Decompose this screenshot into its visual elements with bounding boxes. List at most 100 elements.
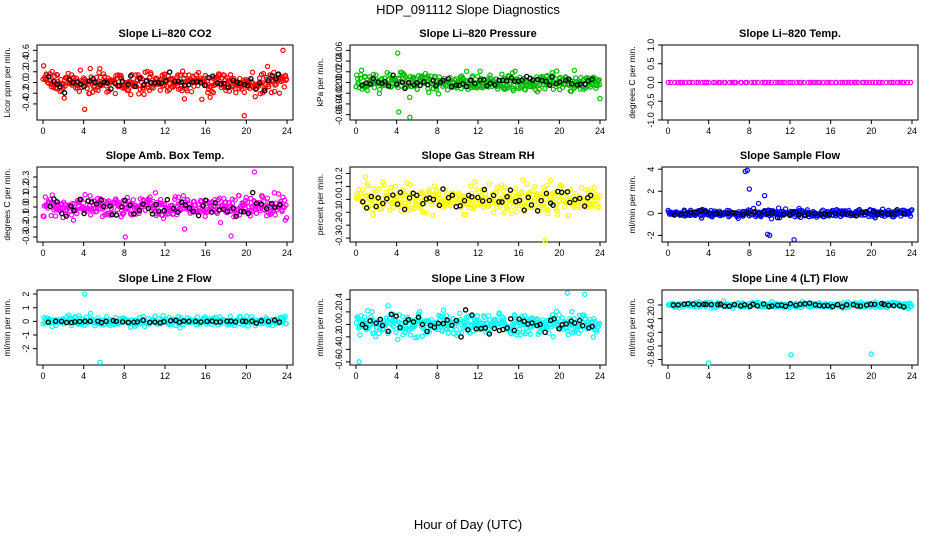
data-point <box>438 313 445 320</box>
data-point <box>365 183 371 189</box>
data-point-reference <box>469 312 475 318</box>
data-point <box>87 310 94 317</box>
data-point <box>378 206 385 212</box>
data-point-reference <box>529 320 535 326</box>
data-point-reference <box>457 203 463 209</box>
data-point-outlier <box>582 291 588 298</box>
data-point <box>361 314 368 320</box>
data-point-reference <box>487 80 494 86</box>
data-point <box>509 327 515 334</box>
x-tick-label: 20 <box>241 248 251 258</box>
data-point <box>151 206 157 212</box>
data-point-reference <box>119 204 125 210</box>
data-point <box>520 192 526 199</box>
data-point <box>272 212 278 218</box>
data-point <box>532 198 538 205</box>
data-point-reference <box>682 211 689 217</box>
data-point-reference <box>894 207 900 213</box>
data-point <box>252 93 258 100</box>
data-point <box>848 79 854 86</box>
data-point-reference <box>568 80 575 87</box>
data-point-reference <box>155 80 162 86</box>
data-point-reference <box>430 196 437 203</box>
y-tick-label: -0.8 <box>646 352 656 368</box>
data-point <box>698 215 705 221</box>
data-point <box>419 333 425 339</box>
data-point <box>435 91 442 97</box>
data-point <box>475 202 481 209</box>
x-tick-label: 0 <box>40 126 45 136</box>
data-point-reference <box>122 197 128 203</box>
plot-frame <box>661 166 919 243</box>
data-point <box>283 202 289 208</box>
data-point <box>172 194 179 200</box>
data-point <box>89 89 96 95</box>
data-point <box>510 87 517 94</box>
data-point-reference <box>414 192 420 199</box>
data-point-reference <box>268 201 275 207</box>
data-point <box>735 215 741 222</box>
data-point-reference <box>92 79 98 86</box>
data-point <box>372 333 379 340</box>
data-point <box>561 204 568 210</box>
data-point <box>544 182 550 189</box>
data-point <box>520 176 526 183</box>
x-tick-label: 20 <box>554 126 564 136</box>
data-point-reference <box>204 318 210 325</box>
y-axis-label: degrees C per min. <box>627 46 637 118</box>
data-point-reference <box>717 210 723 216</box>
data-point <box>766 79 772 86</box>
data-point-reference <box>472 80 478 87</box>
data-point <box>221 72 228 79</box>
data-point <box>136 210 142 217</box>
data-point-reference <box>499 199 505 205</box>
data-point <box>244 199 251 205</box>
data-point-reference <box>397 324 403 331</box>
data-point-reference <box>760 301 767 307</box>
plot-panel-9: Slope Line 4 (LT) Flow ml/min per min. -0.… <box>627 273 919 381</box>
data-point <box>584 198 591 204</box>
data-point <box>279 208 285 214</box>
data-point-reference <box>97 82 103 88</box>
data-point-reference <box>534 76 541 83</box>
data-point-reference <box>440 77 446 84</box>
y-tick-label: 0.6 <box>21 44 31 57</box>
data-point <box>463 68 470 75</box>
data-point-reference <box>670 302 677 308</box>
data-point <box>845 79 851 86</box>
data-point-outlier <box>97 359 103 365</box>
x-tick-label: 16 <box>826 371 836 381</box>
data-point-reference <box>537 321 543 328</box>
data-point-reference <box>405 316 412 323</box>
data-point <box>177 72 183 78</box>
data-point <box>440 307 447 313</box>
data-point-reference <box>702 208 709 215</box>
data-point <box>877 79 883 86</box>
data-point <box>281 197 288 203</box>
data-point <box>147 194 153 200</box>
plot-title: Slope Sample Flow <box>740 150 841 162</box>
data-point-reference <box>420 200 426 207</box>
data-point <box>672 79 678 86</box>
data-point-reference <box>534 322 540 329</box>
data-point-reference <box>871 301 878 308</box>
data-point-reference <box>101 79 108 85</box>
data-point-reference <box>769 303 775 309</box>
data-point-reference <box>100 203 107 210</box>
x-tick-label: 12 <box>160 248 170 258</box>
y-tick-label: -0.06 <box>334 104 344 125</box>
data-point-reference <box>806 300 813 306</box>
data-point <box>118 72 124 79</box>
plot-panel-3: Slope Li–820 Temp. degrees C per min. -1.0… <box>627 28 919 136</box>
data-point-reference <box>81 210 87 217</box>
x-tick-label: 16 <box>201 126 211 136</box>
data-point-outlier <box>251 169 258 175</box>
data-point-reference <box>449 192 456 199</box>
data-point <box>241 89 248 96</box>
data-point <box>414 86 420 92</box>
data-point-reference <box>740 211 746 218</box>
data-point-reference <box>239 318 246 324</box>
x-tick-label: 12 <box>785 248 795 258</box>
data-point-outlier <box>241 113 247 119</box>
data-point-reference <box>589 76 595 83</box>
